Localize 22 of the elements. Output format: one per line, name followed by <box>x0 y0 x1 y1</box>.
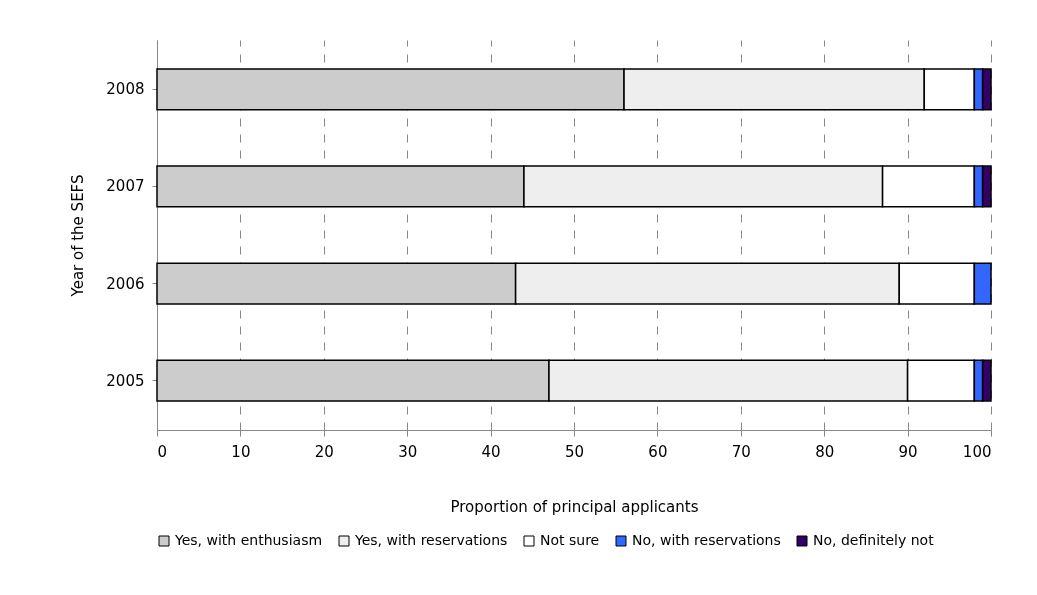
y-tick-label: 2008 <box>106 80 145 99</box>
x-tick-label: 20 <box>314 442 334 461</box>
x-axis-title: Proportion of principal applicants <box>450 497 699 516</box>
legend-label: No, definitely not <box>813 532 935 548</box>
x-tick-label: 70 <box>731 442 751 461</box>
x-tick-label: 90 <box>898 442 918 461</box>
y-tick-label: 2007 <box>106 177 145 196</box>
y-axis-title: Year of the SEFS <box>69 174 88 298</box>
y-tick-label: 2006 <box>106 274 145 293</box>
x-tick-label: 80 <box>815 442 835 461</box>
x-tick-label: 40 <box>481 442 501 461</box>
x-tick-label: 10 <box>231 442 251 461</box>
y-tick-label: 2005 <box>106 371 145 390</box>
x-tick-label: 100 <box>962 442 992 461</box>
x-tick-label: 50 <box>564 442 585 461</box>
x-tick-label: 60 <box>648 442 668 461</box>
legend-label: Yes, with reservations <box>354 532 508 548</box>
legend-label: No, with reservations <box>632 532 781 548</box>
x-tick-label: 30 <box>398 442 418 461</box>
x-tick-label: 0 <box>157 442 168 461</box>
legend-label: Yes, with enthusiasm <box>174 532 323 548</box>
legend-label: Not sure <box>540 532 600 548</box>
